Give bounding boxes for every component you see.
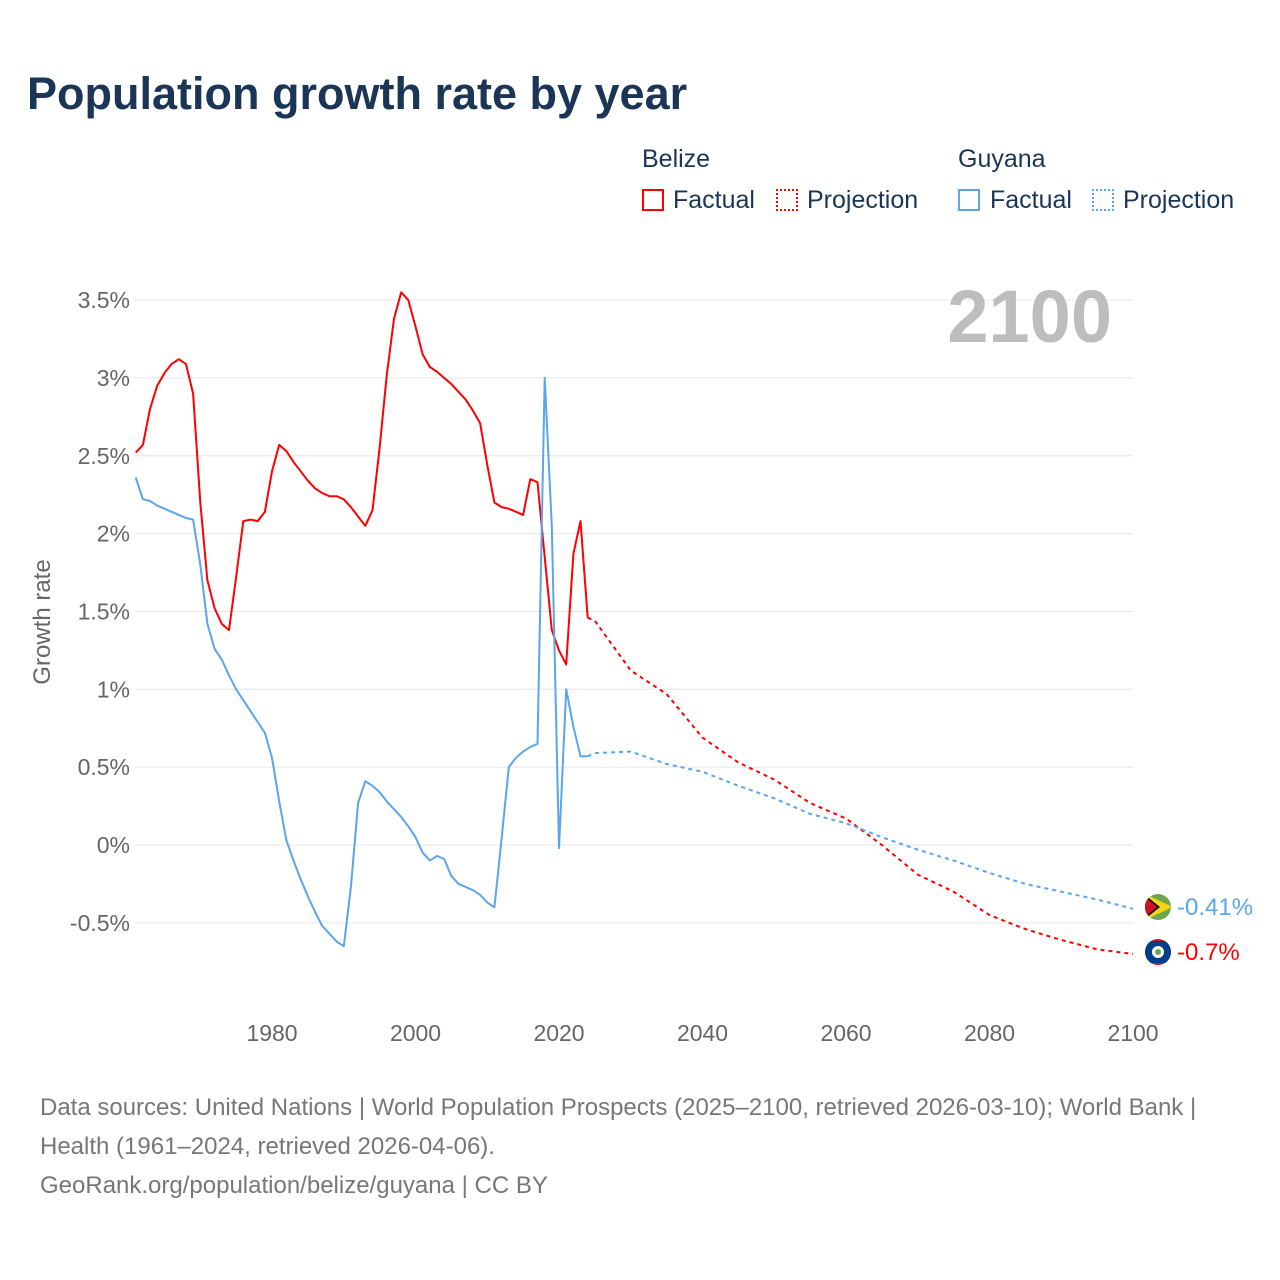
y-tick-label: 3.5% bbox=[78, 287, 130, 313]
legend-swatch-guyana-factual bbox=[958, 189, 980, 211]
legend-label-guyana-projection[interactable]: Projection bbox=[1123, 186, 1235, 214]
y-tick-label: 2.5% bbox=[78, 443, 130, 469]
series-line-belize-factual bbox=[134, 291, 589, 666]
legend-swatch-guyana-projection bbox=[1092, 189, 1114, 211]
legend-group-guyana: Guyana bbox=[958, 145, 1046, 173]
y-axis-label: Growth rate bbox=[29, 559, 56, 684]
end-label-guyana: -0.41% bbox=[1177, 894, 1253, 921]
series-line-belize-projection bbox=[587, 616, 1134, 955]
x-tick-label: 2040 bbox=[677, 1020, 728, 1046]
chart-plot: -0.5% 0% 0.5% 1% 1.5% 2% 2.5% 3% 3.5% 1980 2000 202… bbox=[29, 275, 1253, 1046]
series-line-guyana-projection bbox=[587, 750, 1134, 910]
y-tick-label: 2% bbox=[97, 521, 130, 547]
series-line-guyana-factual bbox=[134, 376, 588, 948]
footer-sources: Data sources: United Nations | World Pop… bbox=[40, 1088, 1240, 1205]
year-watermark: 2100 bbox=[947, 275, 1112, 358]
x-tick-label: 2060 bbox=[820, 1020, 871, 1046]
legend-label-belize-factual[interactable]: Factual bbox=[673, 186, 755, 214]
y-tick-label: 1% bbox=[97, 676, 130, 702]
y-tick-label: 0% bbox=[97, 832, 130, 858]
page-title: Population growth rate by year bbox=[27, 68, 688, 119]
credit-link[interactable]: GeoRank.org/population/belize/guyana | C… bbox=[40, 1172, 548, 1199]
legend-label-guyana-factual[interactable]: Factual bbox=[990, 186, 1072, 214]
x-tick-label: 2000 bbox=[390, 1020, 441, 1046]
x-tick-label: 1980 bbox=[246, 1020, 297, 1046]
y-tick-label: 1.5% bbox=[78, 598, 130, 624]
belize-flag-icon bbox=[1145, 939, 1171, 965]
x-tick-label: 2080 bbox=[964, 1020, 1015, 1046]
legend-group-belize: Belize bbox=[642, 145, 711, 173]
x-tick-label: 2020 bbox=[533, 1020, 584, 1046]
guyana-flag-icon bbox=[1145, 894, 1171, 920]
sources-text: Data sources: United Nations | World Pop… bbox=[40, 1094, 1197, 1160]
legend-label-belize-projection[interactable]: Projection bbox=[807, 186, 919, 214]
y-tick-label: 0.5% bbox=[78, 754, 130, 780]
end-label-belize: -0.7% bbox=[1177, 939, 1240, 966]
y-tick-label: -0.5% bbox=[70, 910, 130, 936]
legend-swatch-belize-projection bbox=[776, 189, 798, 211]
x-tick-label: 2100 bbox=[1107, 1020, 1158, 1046]
y-tick-label: 3% bbox=[97, 365, 130, 391]
legend-swatch-belize-factual bbox=[642, 189, 664, 211]
